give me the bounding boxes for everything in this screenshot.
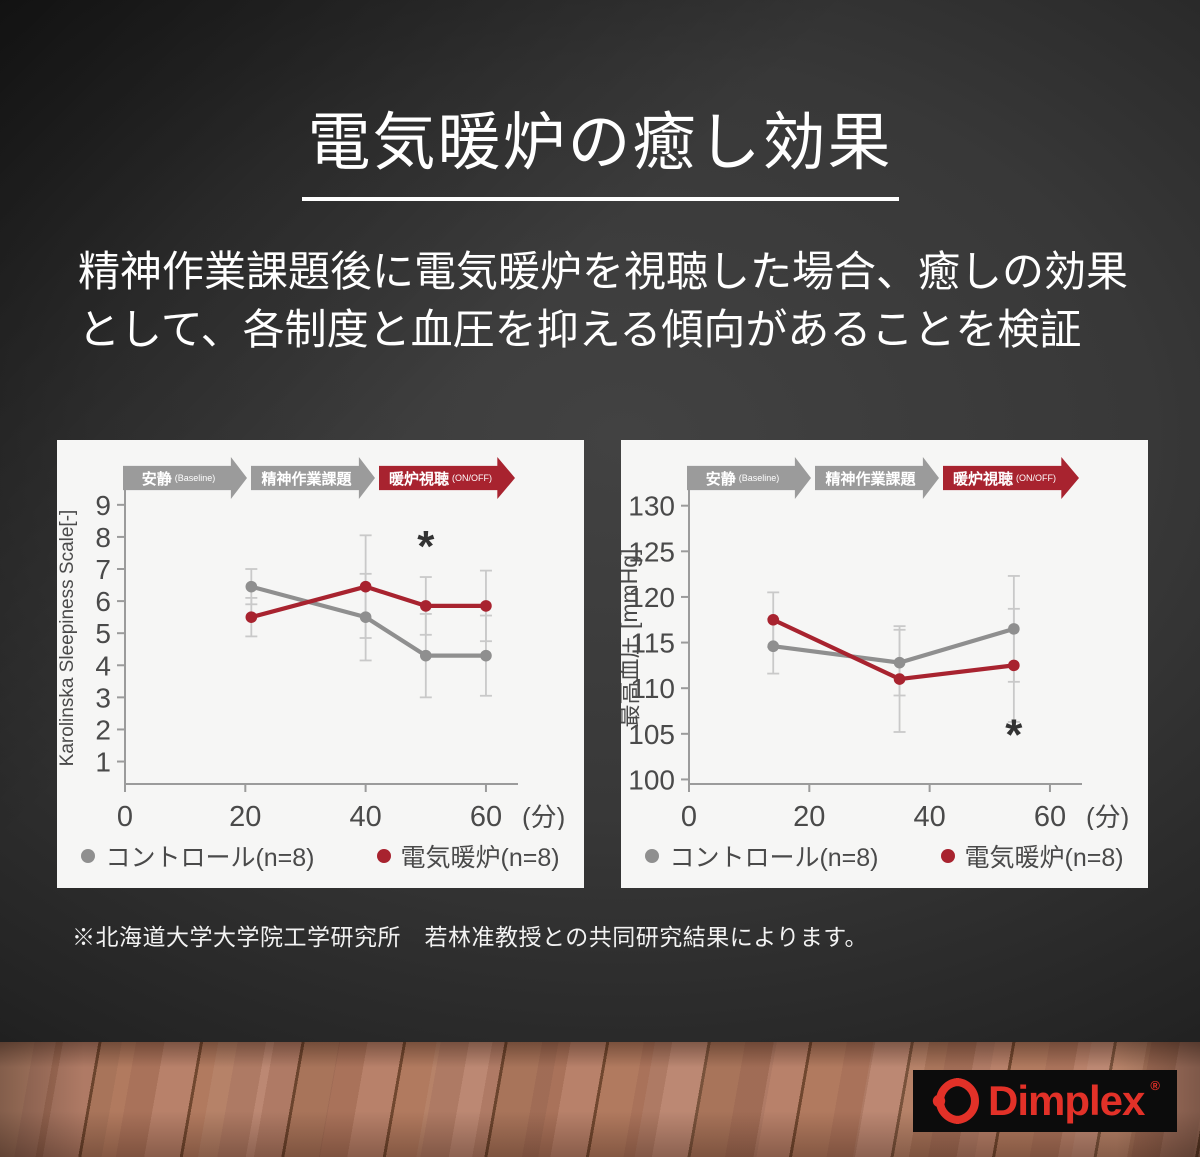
dimplex-logo: Dimplex ® — [913, 1070, 1177, 1132]
svg-text:100: 100 — [628, 764, 675, 795]
dimplex-logo-text: Dimplex — [988, 1077, 1145, 1124]
svg-text:120: 120 — [628, 582, 675, 613]
slide-background: 電気暖炉の癒し効果 精神作業課題後に電気暖炉を視聴した場合、癒しの効果 として、… — [0, 0, 1200, 1042]
legend-dot-fireplace — [376, 849, 391, 863]
body-line-2: として、各制度と血圧を抑える傾向があることを検証 — [78, 305, 1082, 353]
dimplex-logo-mark — [932, 1078, 979, 1124]
svg-text:40: 40 — [350, 801, 382, 830]
svg-text:105: 105 — [628, 719, 675, 750]
svg-text:最高血圧 [mmHg]: 最高血圧 [mmHg] — [621, 549, 642, 728]
phase-fireplace-label: 暖炉視聴 — [952, 470, 1013, 488]
svg-text:8: 8 — [95, 522, 111, 553]
svg-text:0: 0 — [681, 801, 697, 830]
phase-arrows: 安静 (Baseline) 精神作業課題 暖炉視聴 (ON/OFF) — [123, 457, 515, 499]
legend-label-control: コントロール(n=8) — [105, 844, 315, 872]
svg-text:130: 130 — [628, 491, 675, 522]
legend-label-control: コントロール(n=8) — [669, 844, 879, 872]
legend-item-control: コントロール(n=8) — [645, 838, 879, 874]
phase-rest-label: 安静 — [141, 470, 172, 488]
legend-label-fireplace: 電気暖炉(n=8) — [964, 844, 1124, 872]
svg-text:125: 125 — [628, 536, 675, 567]
wood-floor: Dimplex ® — [0, 1042, 1200, 1157]
svg-text:60: 60 — [470, 801, 502, 830]
phase-fireplace-sublabel: (ON/OFF) — [452, 473, 492, 483]
svg-text:40: 40 — [914, 801, 946, 830]
svg-text:60: 60 — [1034, 801, 1066, 830]
legend-item-fireplace: 電気暖炉(n=8) — [376, 838, 560, 874]
phase-arrows: 安静 (Baseline) 精神作業課題 暖炉視聴 (ON/OFF) — [687, 457, 1079, 499]
chart-legend: コントロール(n=8) 電気暖炉(n=8) — [621, 838, 1148, 874]
svg-text:9: 9 — [95, 490, 111, 521]
svg-text:115: 115 — [630, 628, 675, 659]
body-line-1: 精神作業課題後に電気暖炉を視聴した場合、癒しの効果 — [78, 248, 1129, 295]
svg-text:6: 6 — [95, 586, 111, 617]
svg-text:(分): (分) — [522, 802, 565, 830]
svg-text:110: 110 — [630, 673, 675, 704]
svg-text:3: 3 — [95, 682, 111, 713]
legend-label-fireplace: 電気暖炉(n=8) — [400, 844, 560, 872]
page-title: 電気暖炉の癒し効果 — [301, 92, 899, 201]
svg-text:20: 20 — [793, 801, 825, 830]
svg-text:0: 0 — [117, 801, 133, 830]
title-wrap: 電気暖炉の癒し効果 — [0, 92, 1200, 201]
svg-text:1: 1 — [95, 747, 111, 778]
blood-pressure-chart-panel: 安静 (Baseline) 精神作業課題 暖炉視聴 (ON/OFF) 100 10… — [621, 440, 1148, 888]
phase-task-label: 精神作業課題 — [261, 470, 352, 488]
slide-body-text: 精神作業課題後に電気暖炉を視聴した場合、癒しの効果 として、各制度と血圧を抑える… — [78, 243, 1170, 359]
svg-text:*: * — [417, 522, 435, 571]
legend-item-fireplace: 電気暖炉(n=8) — [940, 838, 1124, 874]
phase-rest-sublabel: (Baseline) — [738, 473, 780, 483]
phase-rest-sublabel: (Baseline) — [174, 473, 216, 483]
phase-task-label: 精神作業課題 — [825, 470, 916, 488]
svg-text:5: 5 — [95, 618, 111, 649]
legend-dot-fireplace — [940, 849, 955, 863]
legend-item-control: コントロール(n=8) — [81, 838, 315, 874]
chart-legend: コントロール(n=8) 電気暖炉(n=8) — [57, 838, 584, 874]
blood-pressure-line-chart: 100 105 110 115 120 125 130 0 20 40 60 (分) 最高血圧 [mmH… — [621, 476, 1129, 830]
phase-fireplace-sublabel: (ON/OFF) — [1016, 473, 1056, 483]
svg-text:*: * — [1005, 710, 1023, 759]
svg-text:2: 2 — [95, 714, 111, 745]
legend-dot-control — [81, 849, 96, 863]
registered-mark-icon: ® — [1150, 1078, 1160, 1093]
phase-rest-label: 安静 — [705, 470, 736, 488]
svg-text:Karolinska Sleepiness Scale[-]: Karolinska Sleepiness Scale[-] — [57, 510, 78, 767]
svg-text:4: 4 — [95, 650, 111, 681]
phase-fireplace-label: 暖炉視聴 — [388, 470, 449, 488]
footnote: ※北海道大学大学院工学研究所 若林准教授との共同研究結果によります。 — [72, 924, 869, 950]
svg-text:7: 7 — [95, 554, 111, 585]
legend-dot-control — [645, 849, 660, 863]
svg-text:(分): (分) — [1086, 802, 1129, 830]
svg-text:20: 20 — [229, 801, 261, 830]
